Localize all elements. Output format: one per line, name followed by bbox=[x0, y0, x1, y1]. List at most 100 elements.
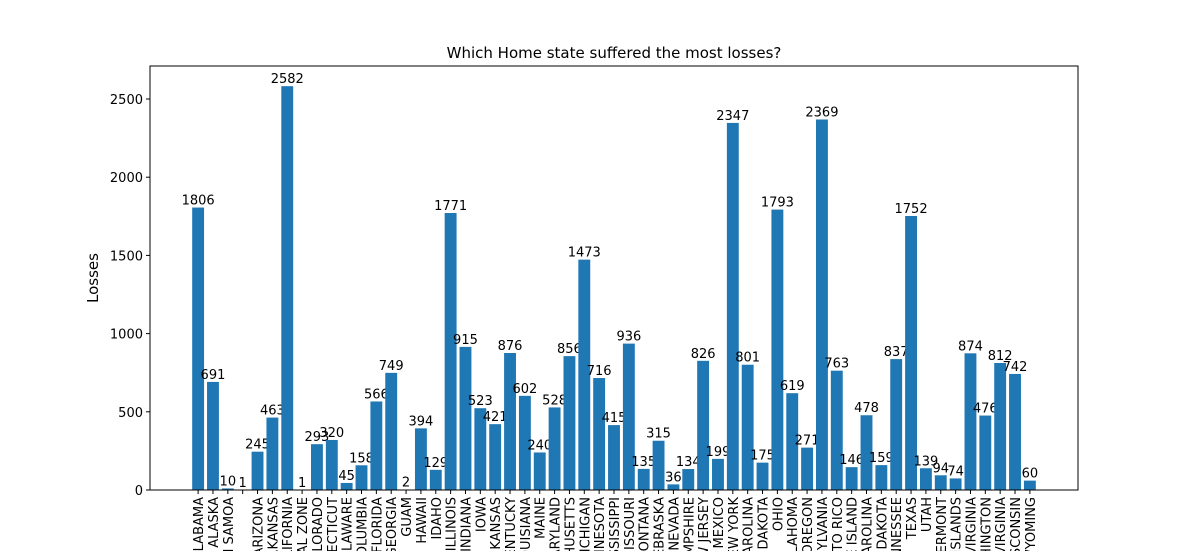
value-label: 1752 bbox=[895, 202, 928, 217]
x-tick-label: NORTH DAKOTA bbox=[757, 497, 772, 551]
bar bbox=[801, 447, 814, 490]
x-tick-label: LOUISIANA bbox=[519, 497, 534, 551]
x-tick-label: WEST VIRGINIA bbox=[994, 497, 1009, 551]
value-label: 394 bbox=[409, 414, 434, 429]
value-label: 1806 bbox=[182, 194, 215, 209]
x-tick-label: HAWAII bbox=[415, 497, 430, 544]
value-label: 94 bbox=[932, 461, 949, 476]
bar bbox=[741, 364, 754, 490]
bar bbox=[281, 86, 294, 490]
value-label: 240 bbox=[527, 438, 552, 453]
bar bbox=[414, 428, 427, 490]
x-tick-label: GEORGIA bbox=[385, 497, 400, 551]
x-tick-label: ALABAMA bbox=[192, 497, 207, 551]
bar bbox=[251, 451, 264, 490]
x-tick-label: WASHINGTON bbox=[979, 497, 994, 551]
bar bbox=[266, 417, 279, 490]
x-tick-label: SOUTH DAKOTA bbox=[875, 497, 890, 551]
bar bbox=[949, 478, 962, 490]
bar bbox=[340, 482, 353, 490]
value-label: 691 bbox=[201, 368, 226, 383]
bar bbox=[667, 484, 680, 490]
bar bbox=[845, 467, 858, 490]
value-label: 566 bbox=[364, 387, 389, 402]
x-tick-label: COLORADO bbox=[311, 497, 326, 551]
value-label: 856 bbox=[557, 342, 582, 357]
bar bbox=[652, 440, 665, 490]
bar bbox=[890, 359, 903, 490]
value-label: 876 bbox=[498, 339, 523, 354]
x-tick-label: MISSISSIPPI bbox=[608, 497, 623, 551]
bar bbox=[726, 122, 739, 491]
y-tick-label: 0 bbox=[135, 484, 143, 499]
bar bbox=[1023, 480, 1036, 490]
x-tick-label: OHIO bbox=[771, 497, 786, 531]
bar bbox=[697, 360, 710, 490]
y-tick-label: 1000 bbox=[110, 328, 143, 343]
bar bbox=[934, 475, 947, 490]
bar bbox=[533, 452, 546, 490]
bar bbox=[875, 465, 888, 490]
value-label: 74 bbox=[947, 464, 964, 479]
bar bbox=[622, 343, 635, 490]
value-label: 175 bbox=[750, 449, 775, 464]
value-label: 837 bbox=[884, 345, 909, 360]
bar bbox=[979, 415, 992, 490]
bar bbox=[578, 259, 591, 490]
value-label: 245 bbox=[245, 438, 270, 453]
x-tick-label: IDAHO bbox=[430, 497, 445, 540]
bar bbox=[221, 488, 234, 490]
x-tick-label: TEXAS bbox=[905, 497, 920, 540]
value-label: 45 bbox=[338, 469, 355, 484]
x-tick-label: NORTH CAROLINA bbox=[742, 497, 757, 551]
value-label: 1 bbox=[239, 476, 247, 491]
bar bbox=[385, 372, 398, 490]
x-tick-label: MISSOURI bbox=[623, 497, 638, 551]
x-tick-label: SOUTH CAROLINA bbox=[860, 497, 875, 551]
bar bbox=[608, 425, 620, 490]
value-label: 139 bbox=[913, 454, 938, 469]
value-label: 476 bbox=[973, 402, 998, 417]
value-label: 1771 bbox=[434, 199, 467, 214]
value-label: 1793 bbox=[761, 196, 794, 211]
value-label: 936 bbox=[616, 330, 641, 345]
x-tick-label: AMERICAN SAMOA bbox=[222, 497, 237, 551]
value-label: 421 bbox=[483, 410, 508, 425]
x-tick-label: GUAM bbox=[400, 497, 415, 537]
value-label: 320 bbox=[319, 426, 344, 441]
bar bbox=[860, 415, 873, 490]
x-tick-label: MONTANA bbox=[638, 497, 653, 551]
x-tick-label: DISTRICT OF COLUMBIA bbox=[356, 497, 371, 551]
value-label: 60 bbox=[1022, 467, 1039, 482]
value-label: 874 bbox=[958, 339, 983, 354]
value-label: 199 bbox=[706, 445, 731, 460]
x-tick-label: NEW HAMPSHIRE bbox=[682, 497, 697, 551]
bar bbox=[919, 468, 932, 490]
y-tick-label: 1500 bbox=[110, 249, 143, 264]
x-tick-label: ARKANSAS bbox=[266, 497, 281, 551]
bar bbox=[771, 209, 784, 490]
bar bbox=[1009, 373, 1021, 490]
x-tick-label: NEBRASKA bbox=[653, 497, 668, 551]
value-label: 602 bbox=[512, 382, 537, 397]
bar bbox=[489, 424, 502, 490]
value-label: 158 bbox=[349, 451, 374, 466]
x-tick-label: CONNECTICUT bbox=[326, 497, 341, 551]
x-tick-label: KENTUCKY bbox=[504, 497, 519, 551]
value-label: 271 bbox=[795, 434, 820, 449]
x-tick-label: NEW JERSEY bbox=[697, 497, 712, 551]
x-tick-label: VIRGIN ISLANDS bbox=[950, 497, 965, 551]
x-tick-label: NEVADA bbox=[667, 497, 682, 551]
x-tick-label: ARIZONA bbox=[252, 497, 267, 551]
bar bbox=[712, 458, 724, 490]
value-label: 1473 bbox=[568, 246, 601, 261]
x-tick-label: MARYLAND bbox=[549, 497, 564, 551]
y-tick-label: 2000 bbox=[110, 171, 143, 186]
bar bbox=[593, 378, 606, 490]
value-label: 915 bbox=[453, 333, 478, 348]
bar bbox=[429, 469, 442, 490]
bar bbox=[682, 469, 695, 490]
plot-frame bbox=[149, 65, 1079, 491]
value-label: 10 bbox=[220, 474, 237, 489]
x-tick-label: OKLAHOMA bbox=[786, 497, 801, 551]
